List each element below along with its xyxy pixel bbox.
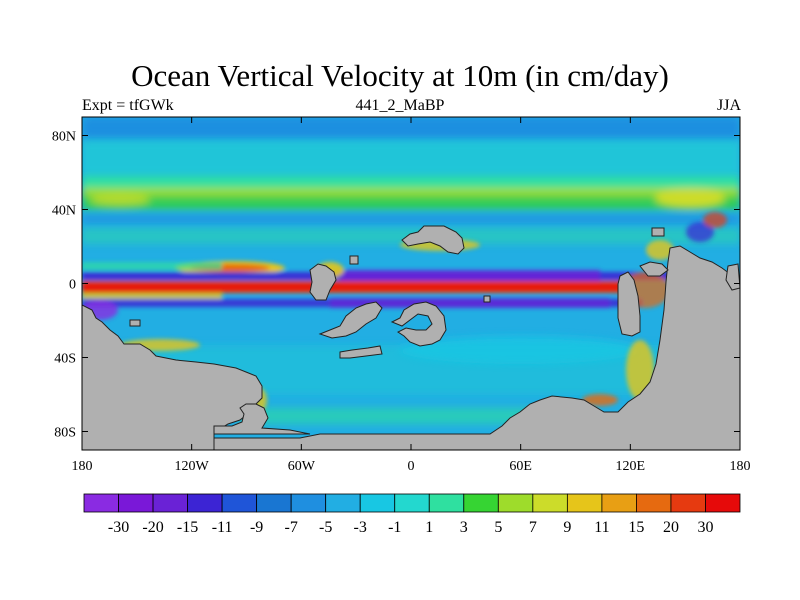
map-title: Ocean Vertical Velocity at 10m (in cm/da…	[131, 58, 669, 93]
x-tick-label: 60W	[288, 459, 316, 474]
y-tick-label: 80N	[52, 130, 76, 145]
colorbar-label: -7	[284, 519, 297, 536]
colorbar-swatch	[83, 493, 119, 513]
island-center-east	[390, 301, 447, 347]
map-field	[82, 117, 740, 450]
north-green-band-2	[82, 196, 740, 210]
y-axis: 80N 40N 0 40S 80S	[52, 130, 740, 441]
equatorial-upwelling-core	[82, 284, 622, 290]
colorbar-swatch	[359, 493, 396, 513]
south-indian-band	[400, 336, 640, 364]
island-center-west	[318, 301, 383, 339]
colorbar-swatch	[256, 493, 292, 513]
north-negative-core	[340, 270, 600, 282]
island-indian	[617, 271, 641, 337]
colorbar-swatch	[705, 493, 741, 513]
colorbar-label: -5	[319, 519, 332, 536]
nw-pacific-red	[703, 212, 727, 228]
island-small-south	[339, 345, 383, 359]
season-label: JJA	[716, 97, 741, 114]
colorbar-swatch	[670, 493, 706, 513]
island-tiny-1	[349, 255, 359, 265]
colorbar-label: -3	[354, 519, 367, 536]
colorbar-label: -30	[108, 519, 129, 536]
x-tick-label: 0	[408, 459, 415, 474]
colorbar-swatch	[118, 493, 154, 513]
colorbar-label: 3	[460, 519, 468, 536]
island-north	[401, 225, 465, 255]
colorbar-swatch	[394, 493, 430, 513]
island-west-equatorial	[309, 263, 337, 301]
y-tick-label: 80S	[54, 426, 76, 441]
y-tick-label: 0	[69, 278, 76, 293]
experiment-label: Expt = tfGWk	[82, 97, 174, 114]
north-equatorial-green	[82, 262, 222, 270]
north-cyan-band	[82, 140, 740, 175]
colorbar-swatch	[221, 493, 258, 513]
colorbar-label: 30	[697, 519, 713, 536]
y-tick-label: 40S	[54, 352, 76, 367]
arctic-band	[82, 117, 740, 139]
colorbar-swatch	[601, 493, 637, 513]
equatorial-yellow-west	[82, 293, 222, 299]
colorbar-swatch	[532, 493, 568, 513]
colorbar-label: 5	[494, 519, 502, 536]
colorbar-label: 11	[594, 519, 609, 536]
australia-south-margin	[582, 394, 618, 406]
case-label: 441_2_MaBP	[355, 97, 445, 114]
island-tiny-2	[651, 227, 665, 237]
colorbar-label: 9	[563, 519, 571, 536]
south-land-middle	[213, 403, 311, 435]
colorbar-label: 15	[628, 519, 644, 536]
colorbar-swatch	[497, 493, 534, 513]
south-land-east	[213, 245, 740, 450]
colorbar-swatch	[187, 493, 223, 513]
colorbar-swatch	[325, 493, 361, 513]
southern-ocean-band	[240, 408, 540, 424]
north-green-band-1	[82, 176, 740, 188]
island-tiny-4	[129, 319, 141, 327]
colorbar-swatch	[290, 493, 327, 513]
island-east-asia	[639, 261, 669, 277]
nw-pacific-positive	[655, 188, 725, 208]
colorbar-label: -20	[142, 519, 163, 536]
colorbar-swatch	[636, 493, 672, 513]
colorbar-label: 1	[425, 519, 433, 536]
colorbar-label: 7	[529, 519, 537, 536]
colorbar-label: -15	[177, 519, 198, 536]
colorbar-swatch	[428, 493, 465, 513]
colorbar-swatch	[463, 493, 499, 513]
colorbar-label: -11	[212, 519, 233, 536]
nw-pacific-negative	[686, 222, 714, 242]
x-tick-label: 120E	[616, 459, 646, 474]
east-asia-coastal	[646, 240, 674, 260]
x-tick-label: 120W	[175, 459, 210, 474]
colorbar-swatch	[566, 493, 603, 513]
island-tiny-3	[483, 295, 491, 303]
y-tick-label: 40N	[52, 204, 76, 219]
north-yellow-band	[82, 188, 740, 196]
x-tick-label: 60E	[509, 459, 532, 474]
colorbar-label: -1	[388, 519, 401, 536]
colorbar-swatch	[152, 493, 188, 513]
colorbar-label: 20	[663, 519, 679, 536]
south-negative-core	[330, 298, 610, 308]
x-tick-label: 180	[730, 459, 751, 474]
dateline-positive	[90, 194, 150, 206]
x-tick-label: 180	[72, 459, 93, 474]
x-axis: 180 120W 60W 0 60E 120E 180	[72, 117, 751, 474]
north-blue-band	[82, 214, 740, 224]
colorbar: -30 -20 -15 -11 -9 -7 -5 -3 -1 1 3 5 7 9 11 15 20 30	[83, 493, 741, 536]
colorbar-label: -9	[250, 519, 263, 536]
